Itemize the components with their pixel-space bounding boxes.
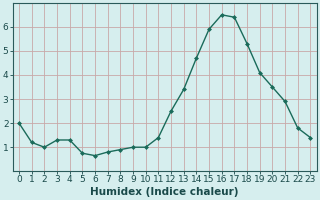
X-axis label: Humidex (Indice chaleur): Humidex (Indice chaleur) — [91, 187, 239, 197]
